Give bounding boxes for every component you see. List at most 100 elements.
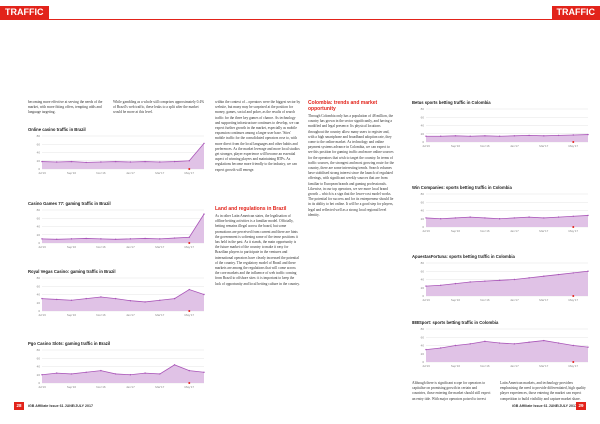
point bbox=[572, 272, 574, 274]
point bbox=[129, 374, 132, 376]
point bbox=[56, 372, 58, 374]
area bbox=[426, 271, 588, 296]
chart: Betus sports betting traffic in Colombia… bbox=[412, 100, 589, 148]
x-tick-label: May'17 bbox=[568, 364, 578, 368]
point bbox=[587, 270, 589, 272]
x-tick-label: Sep'16 bbox=[451, 298, 461, 302]
chart: Online casino traffic in Brazil 0 20 40 60 80… bbox=[28, 127, 205, 175]
x-tick-label: Sep'16 bbox=[67, 245, 77, 249]
point bbox=[114, 238, 117, 240]
point bbox=[425, 348, 427, 351]
point bbox=[70, 299, 73, 301]
point bbox=[513, 278, 516, 281]
y-tick-label: 80 bbox=[37, 134, 41, 138]
point bbox=[203, 142, 205, 145]
x-tick-label: Mar'17 bbox=[539, 298, 548, 302]
header-rule bbox=[0, 19, 300, 20]
x-tick-label: Jan'17 bbox=[126, 171, 135, 175]
point bbox=[454, 217, 457, 219]
y-tick-label: 0 bbox=[422, 225, 424, 229]
point bbox=[203, 293, 205, 296]
x-tick-label: May'17 bbox=[568, 144, 578, 148]
point bbox=[100, 238, 102, 240]
x-tick-label: Jul'16 bbox=[38, 385, 46, 389]
point bbox=[70, 373, 73, 375]
y-tick-label: 60 bbox=[421, 200, 425, 204]
x-tick-label: Jul'16 bbox=[422, 144, 430, 148]
point bbox=[173, 297, 176, 300]
point bbox=[114, 297, 117, 300]
section-tab: TRAFFIC bbox=[0, 6, 49, 19]
x-tick-label: Jan'17 bbox=[510, 298, 519, 302]
point bbox=[159, 161, 161, 163]
y-tick-label: 0 bbox=[38, 167, 40, 171]
x-tick-label: Jan'17 bbox=[510, 364, 519, 368]
point bbox=[440, 218, 442, 220]
point bbox=[557, 342, 560, 344]
point bbox=[572, 134, 574, 136]
y-tick-label: 80 bbox=[421, 261, 425, 265]
point bbox=[469, 343, 471, 345]
x-tick-label: Jul'16 bbox=[38, 171, 46, 175]
point bbox=[41, 160, 43, 163]
point bbox=[543, 217, 545, 219]
point bbox=[41, 374, 43, 376]
point bbox=[159, 299, 161, 301]
x-tick-label: May'17 bbox=[184, 245, 194, 249]
marker bbox=[188, 310, 191, 312]
line bbox=[41, 364, 205, 376]
x-tick-label: May'17 bbox=[184, 171, 194, 175]
point bbox=[484, 217, 486, 219]
point bbox=[100, 161, 102, 163]
point bbox=[587, 133, 589, 136]
point bbox=[469, 135, 471, 137]
marker bbox=[572, 141, 575, 143]
chart: ApuestasFortuna: sports betting traffic … bbox=[412, 254, 589, 302]
point bbox=[114, 160, 117, 163]
point bbox=[188, 160, 190, 162]
y-tick-label: 20 bbox=[37, 233, 41, 237]
y-tick-label: 80 bbox=[421, 107, 425, 111]
chart-title: Betus sports betting traffic in Colombia bbox=[412, 100, 491, 105]
point bbox=[513, 343, 516, 345]
area bbox=[426, 215, 588, 227]
point bbox=[159, 238, 161, 240]
point bbox=[129, 299, 132, 302]
y-tick-label: 0 bbox=[422, 294, 424, 298]
x-tick-label: Sep'16 bbox=[451, 144, 461, 148]
y-tick-label: 40 bbox=[37, 151, 41, 155]
line bbox=[41, 143, 205, 163]
x-tick-label: Jan'17 bbox=[126, 313, 135, 317]
point bbox=[543, 339, 545, 342]
x-tick-label: Mar'17 bbox=[155, 313, 164, 317]
point bbox=[114, 373, 117, 375]
x-tick-label: Nov'16 bbox=[96, 245, 106, 249]
x-tick-label: Jul'16 bbox=[38, 245, 46, 249]
x-tick-label: Nov'16 bbox=[480, 298, 490, 302]
point bbox=[425, 217, 427, 219]
y-tick-label: 40 bbox=[421, 124, 425, 128]
x-tick-label: Jan'17 bbox=[510, 144, 519, 148]
point bbox=[425, 135, 427, 137]
point bbox=[144, 372, 146, 374]
marker bbox=[188, 382, 191, 384]
chart-title: Online casino traffic in Brazil bbox=[28, 127, 86, 132]
point bbox=[173, 364, 176, 366]
x-tick-label: Nov'16 bbox=[480, 364, 490, 368]
x-tick-label: Mar'17 bbox=[155, 245, 164, 249]
point bbox=[425, 285, 427, 287]
point bbox=[203, 213, 205, 215]
area bbox=[42, 289, 204, 311]
chart-title: Royal Vegas Casino: gaming traffic in Br… bbox=[28, 269, 116, 274]
footer-text: iGB Affiliate Issue 61 JUNE/JULY 2017 bbox=[512, 404, 577, 408]
body-text: Latin American markets, and technology p… bbox=[500, 381, 586, 401]
point bbox=[543, 275, 545, 277]
x-tick-label: Mar'17 bbox=[539, 229, 548, 233]
point bbox=[188, 288, 190, 291]
point bbox=[188, 236, 190, 238]
point bbox=[440, 284, 442, 286]
y-tick-label: 20 bbox=[421, 132, 425, 136]
point bbox=[484, 135, 486, 137]
x-tick-label: Sep'16 bbox=[67, 313, 77, 317]
